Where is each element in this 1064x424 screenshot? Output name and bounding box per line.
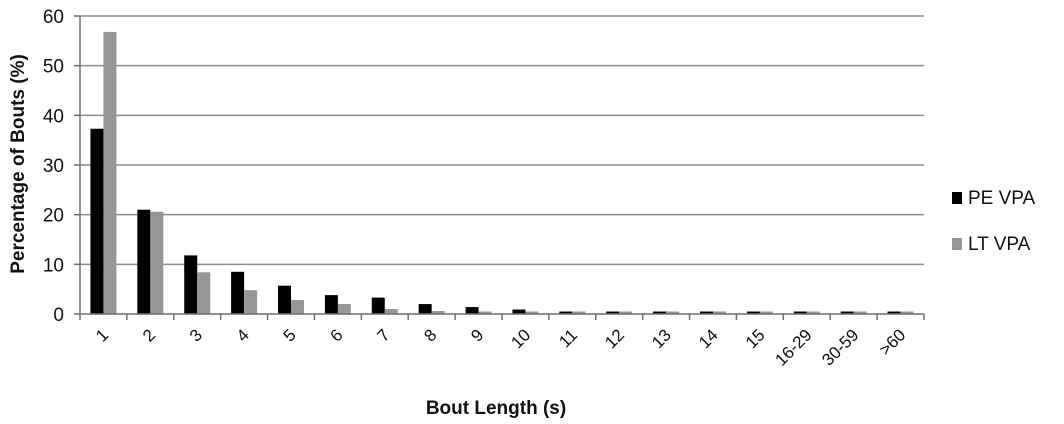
legend-label-lt-vpa: LT VPA xyxy=(968,234,1031,255)
bar-lt-vpa xyxy=(244,290,258,314)
bar-pe-vpa xyxy=(606,311,620,314)
legend-label-pe-vpa: PE VPA xyxy=(968,188,1036,209)
bar-pe-vpa xyxy=(840,311,854,314)
bar-lt-vpa xyxy=(431,311,445,314)
y-tick-label: 20 xyxy=(43,206,64,227)
x-tick-label: 9 xyxy=(467,325,487,345)
y-tick-label: 30 xyxy=(43,156,64,177)
bar-pe-vpa xyxy=(137,209,151,314)
y-tick-label: 60 xyxy=(43,7,64,28)
bar-pe-vpa xyxy=(653,311,667,314)
x-tick-label: 11 xyxy=(555,325,581,351)
bar-pe-vpa xyxy=(278,285,291,314)
bar-pe-vpa xyxy=(231,271,245,314)
x-tick-label: 5 xyxy=(280,325,300,345)
bar-lt-vpa xyxy=(572,311,586,314)
bar-pe-vpa xyxy=(746,311,760,314)
y-tick-label: 40 xyxy=(43,106,64,127)
bar-lt-vpa xyxy=(525,311,539,314)
bar-pe-vpa xyxy=(371,297,385,314)
x-tick-labels: 1 2 3 4 5 6 7 8 9 10 11 12 13 14 15 16-29 30-59 >60 xyxy=(92,325,909,369)
bar-pe-vpa xyxy=(418,304,432,314)
bar-lt-vpa xyxy=(103,31,117,314)
x-tick-label: 6 xyxy=(327,325,347,345)
x-tick-label: 13 xyxy=(648,325,675,352)
y-tick-labels: 0 10 20 30 40 50 60 xyxy=(43,7,64,326)
bar-pe-vpa xyxy=(90,128,104,314)
x-tick-label: 16-29 xyxy=(771,325,815,369)
x-tick-label: 4 xyxy=(233,325,253,345)
x-tick-label: >60 xyxy=(876,325,910,359)
x-tick-label: 7 xyxy=(373,325,393,345)
bar-lt-vpa xyxy=(150,211,164,314)
bar-lt-vpa xyxy=(666,311,680,314)
bar-lt-vpa xyxy=(197,272,211,314)
legend: PE VPA LT VPA xyxy=(952,188,1036,255)
x-tick-label: 2 xyxy=(139,325,159,345)
x-tick-label: 30-59 xyxy=(818,325,862,369)
bar-pe-vpa xyxy=(184,255,198,314)
x-tick-label: 12 xyxy=(601,325,628,352)
y-tick-label: 0 xyxy=(53,305,64,326)
bar-lt-vpa xyxy=(806,311,820,314)
bar-lt-vpa xyxy=(900,311,914,314)
bar-lt-vpa xyxy=(713,311,726,314)
bar-lt-vpa xyxy=(384,309,398,314)
x-tick-label: 3 xyxy=(186,325,206,345)
bar-pe-vpa xyxy=(465,307,479,314)
bar-lt-vpa xyxy=(619,311,633,314)
bar-lt-vpa xyxy=(291,300,304,314)
bar-pe-vpa xyxy=(887,311,901,314)
x-tick-label: 14 xyxy=(695,325,722,352)
bar-pe-vpa xyxy=(793,311,807,314)
x-tick-label: 1 xyxy=(92,325,112,345)
y-tick-label: 10 xyxy=(43,255,64,276)
bar-pe-vpa xyxy=(324,295,338,314)
bar-pe-vpa xyxy=(700,311,713,314)
bar-lt-vpa xyxy=(478,311,492,314)
bar-lt-vpa xyxy=(853,311,867,314)
x-axis-title: Bout Length (s) xyxy=(426,398,566,419)
axes xyxy=(74,15,925,320)
bar-pe-vpa xyxy=(512,309,526,314)
x-tick-label: 8 xyxy=(420,325,440,345)
legend-swatch-lt-vpa xyxy=(952,238,962,250)
bar-lt-vpa xyxy=(337,304,351,314)
x-tick-label: 15 xyxy=(742,325,769,352)
legend-swatch-pe-vpa xyxy=(952,192,962,204)
gridlines xyxy=(80,15,924,266)
y-axis-title: Percentage of Bouts (%) xyxy=(8,54,29,274)
x-tick-label: 10 xyxy=(507,325,534,352)
y-tick-label: 50 xyxy=(43,57,64,78)
bar-pe-vpa xyxy=(559,311,573,314)
bar-lt-vpa xyxy=(759,311,773,314)
bars xyxy=(90,31,914,314)
